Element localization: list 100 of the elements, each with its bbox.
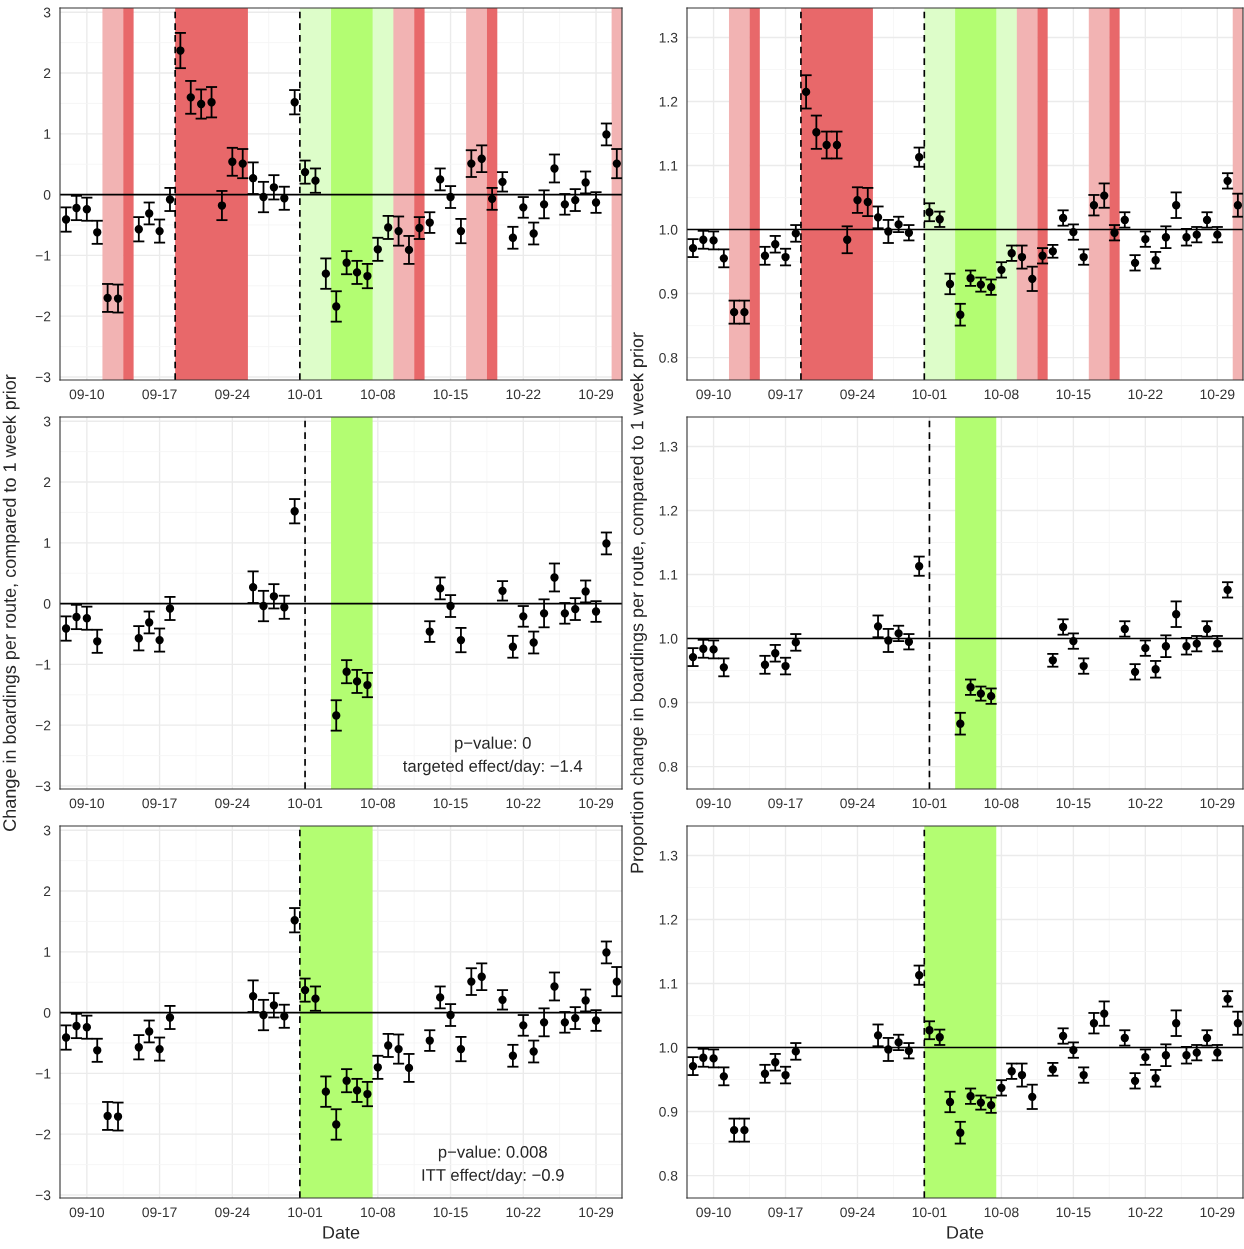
point — [581, 587, 590, 596]
point — [699, 1053, 708, 1062]
point — [1120, 215, 1129, 225]
x-tick-label: 10-15 — [433, 389, 468, 400]
x-tick-label: 10-29 — [1200, 389, 1235, 400]
point — [1172, 201, 1181, 210]
point — [801, 87, 811, 97]
point — [853, 195, 862, 205]
point — [1182, 642, 1191, 651]
point — [61, 624, 71, 633]
point — [134, 634, 143, 643]
x-tick-label: 10-29 — [1200, 1207, 1235, 1218]
point — [1182, 233, 1191, 242]
point — [186, 93, 195, 102]
x-tick-label: 09-24 — [840, 1207, 875, 1218]
point — [342, 667, 351, 676]
point — [602, 130, 611, 139]
point — [832, 140, 842, 150]
x-tick-label: 10-29 — [579, 798, 614, 809]
point — [435, 993, 445, 1002]
x-tick-label: 09-17 — [768, 389, 803, 400]
y-tick-label: 1.3 — [659, 441, 678, 452]
point — [269, 183, 279, 192]
point — [404, 245, 414, 255]
point — [352, 268, 362, 277]
point — [93, 637, 102, 646]
y-tick-label: 0.8 — [659, 1170, 678, 1181]
point — [719, 663, 729, 672]
point — [332, 1120, 341, 1129]
x-tick-label: 09-17 — [768, 798, 803, 809]
point — [477, 972, 486, 981]
point — [740, 307, 749, 317]
point — [843, 235, 852, 244]
y-tick-label: 1.2 — [659, 914, 678, 925]
point — [719, 1072, 729, 1081]
point — [894, 220, 903, 229]
point — [873, 1031, 883, 1040]
point — [384, 223, 393, 232]
y-tick-label: 1.2 — [659, 505, 678, 516]
point — [508, 233, 518, 242]
annotation: targeted effect/day: −1.4 — [403, 759, 583, 776]
point — [280, 1012, 289, 1021]
point — [165, 195, 175, 204]
point — [591, 1016, 601, 1025]
point — [82, 614, 92, 623]
point — [290, 98, 299, 107]
point — [1058, 1031, 1068, 1041]
y-tick-label: 1.0 — [659, 633, 678, 644]
point — [1223, 994, 1232, 1004]
point — [709, 1054, 718, 1063]
point — [1141, 643, 1150, 653]
point — [1058, 622, 1068, 632]
y-tick-label: 3 — [43, 7, 51, 18]
y-tick-label: 0.9 — [659, 288, 678, 299]
point — [207, 98, 216, 107]
y-tick-label: 1.0 — [659, 1042, 678, 1053]
x-tick-label: 10-22 — [1128, 389, 1163, 400]
y-tick-label: −3 — [35, 781, 51, 792]
point — [269, 1001, 279, 1010]
point — [1130, 1076, 1140, 1085]
x-tick-label: 10-29 — [579, 389, 614, 400]
y-axis-title: Change in boardings per route, compared to 1 week prior — [2, 374, 20, 831]
point — [259, 1010, 268, 1020]
x-tick-label: 10-01 — [288, 798, 323, 809]
point — [446, 192, 455, 202]
x-tick-label: 10-01 — [912, 1207, 947, 1218]
point — [196, 99, 206, 109]
y-tick-label: 0.8 — [659, 352, 678, 363]
x-tick-label: 09-10 — [69, 798, 105, 809]
x-tick-label: 10-08 — [361, 798, 395, 809]
point — [446, 601, 455, 611]
point — [113, 294, 123, 303]
point — [1079, 1070, 1088, 1080]
point — [1141, 1052, 1150, 1062]
point — [519, 1021, 528, 1030]
point — [591, 198, 601, 207]
x-tick-label: 10-08 — [984, 798, 1019, 809]
point — [1172, 1019, 1181, 1028]
point — [342, 258, 351, 267]
point — [498, 995, 507, 1005]
point — [688, 1061, 698, 1071]
point — [363, 271, 372, 281]
point — [612, 977, 621, 986]
point — [709, 645, 718, 654]
point — [812, 128, 821, 137]
point — [1213, 230, 1222, 239]
point — [760, 1069, 770, 1078]
y-tick-label: 0.9 — [659, 697, 678, 708]
point — [352, 1086, 362, 1095]
point — [446, 1010, 455, 1020]
x-tick-label: 10-29 — [579, 1207, 614, 1218]
point — [1192, 230, 1201, 239]
x-tick-label: 09-10 — [69, 1207, 105, 1218]
point — [925, 208, 934, 217]
point — [300, 167, 310, 177]
point — [487, 194, 497, 204]
point — [61, 215, 71, 224]
point — [529, 638, 538, 647]
point — [863, 197, 872, 207]
point — [935, 1033, 944, 1042]
